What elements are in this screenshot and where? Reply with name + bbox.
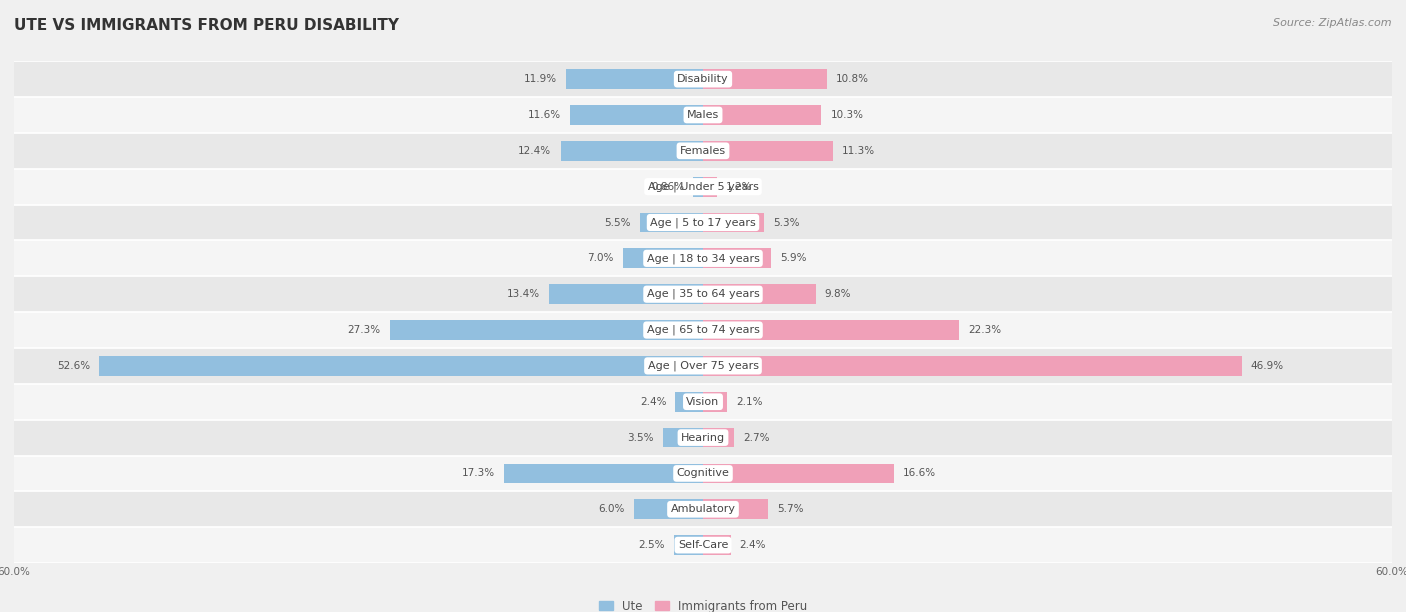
Bar: [703, 285, 815, 304]
Bar: [703, 536, 731, 555]
Bar: [662, 428, 703, 447]
Text: 17.3%: 17.3%: [463, 468, 495, 479]
Text: Cognitive: Cognitive: [676, 468, 730, 479]
Text: 5.3%: 5.3%: [773, 217, 800, 228]
Bar: [693, 177, 703, 196]
Text: Ambulatory: Ambulatory: [671, 504, 735, 514]
Bar: [14, 204, 1392, 241]
Bar: [14, 312, 1392, 348]
Bar: [703, 463, 894, 483]
Text: 2.4%: 2.4%: [740, 540, 766, 550]
Legend: Ute, Immigrants from Peru: Ute, Immigrants from Peru: [593, 595, 813, 612]
Text: 10.8%: 10.8%: [837, 74, 869, 84]
Text: 5.7%: 5.7%: [778, 504, 804, 514]
Bar: [550, 285, 703, 304]
Text: Age | Under 5 years: Age | Under 5 years: [648, 181, 758, 192]
Text: 16.6%: 16.6%: [903, 468, 936, 479]
Text: UTE VS IMMIGRANTS FROM PERU DISABILITY: UTE VS IMMIGRANTS FROM PERU DISABILITY: [14, 18, 399, 34]
Text: 6.0%: 6.0%: [599, 504, 624, 514]
Text: 11.3%: 11.3%: [842, 146, 875, 156]
Text: 27.3%: 27.3%: [347, 325, 381, 335]
Text: 13.4%: 13.4%: [506, 289, 540, 299]
Text: 12.4%: 12.4%: [519, 146, 551, 156]
Bar: [703, 105, 821, 125]
Bar: [505, 463, 703, 483]
Text: 7.0%: 7.0%: [588, 253, 613, 263]
Text: 22.3%: 22.3%: [969, 325, 1001, 335]
Bar: [703, 248, 770, 268]
Bar: [569, 105, 703, 125]
Text: 2.1%: 2.1%: [737, 397, 763, 407]
Bar: [703, 141, 832, 161]
Text: Hearing: Hearing: [681, 433, 725, 442]
Text: Self-Care: Self-Care: [678, 540, 728, 550]
Bar: [675, 392, 703, 412]
Bar: [703, 177, 717, 196]
Text: 0.86%: 0.86%: [651, 182, 683, 192]
Text: 5.5%: 5.5%: [605, 217, 631, 228]
Text: 1.2%: 1.2%: [725, 182, 752, 192]
Bar: [703, 428, 734, 447]
Text: 10.3%: 10.3%: [831, 110, 863, 120]
Text: Males: Males: [688, 110, 718, 120]
Bar: [703, 392, 727, 412]
Text: Females: Females: [681, 146, 725, 156]
Bar: [14, 348, 1392, 384]
Text: Age | Over 75 years: Age | Over 75 years: [648, 360, 758, 371]
Bar: [561, 141, 703, 161]
Bar: [98, 356, 703, 376]
Bar: [675, 536, 703, 555]
Bar: [703, 320, 959, 340]
Text: 2.4%: 2.4%: [640, 397, 666, 407]
Text: Age | 5 to 17 years: Age | 5 to 17 years: [650, 217, 756, 228]
Bar: [14, 169, 1392, 204]
Bar: [14, 241, 1392, 276]
Bar: [14, 491, 1392, 527]
Bar: [634, 499, 703, 519]
Text: 3.5%: 3.5%: [627, 433, 654, 442]
Bar: [640, 212, 703, 233]
Text: 11.9%: 11.9%: [524, 74, 557, 84]
Text: 5.9%: 5.9%: [780, 253, 807, 263]
Text: Age | 35 to 64 years: Age | 35 to 64 years: [647, 289, 759, 299]
Text: Vision: Vision: [686, 397, 720, 407]
Text: 52.6%: 52.6%: [56, 361, 90, 371]
Bar: [389, 320, 703, 340]
Text: Age | 18 to 34 years: Age | 18 to 34 years: [647, 253, 759, 264]
Bar: [703, 499, 769, 519]
Bar: [567, 69, 703, 89]
Text: Age | 65 to 74 years: Age | 65 to 74 years: [647, 325, 759, 335]
Bar: [14, 420, 1392, 455]
Text: 2.5%: 2.5%: [638, 540, 665, 550]
Text: Source: ZipAtlas.com: Source: ZipAtlas.com: [1274, 18, 1392, 28]
Bar: [14, 61, 1392, 97]
Bar: [14, 527, 1392, 563]
Text: Disability: Disability: [678, 74, 728, 84]
Bar: [14, 384, 1392, 420]
Text: 2.7%: 2.7%: [744, 433, 769, 442]
Text: 46.9%: 46.9%: [1251, 361, 1284, 371]
Bar: [14, 455, 1392, 491]
Bar: [14, 97, 1392, 133]
Bar: [703, 212, 763, 233]
Bar: [14, 133, 1392, 169]
Bar: [703, 69, 827, 89]
Bar: [623, 248, 703, 268]
Bar: [703, 356, 1241, 376]
Bar: [14, 276, 1392, 312]
Text: 11.6%: 11.6%: [527, 110, 561, 120]
Text: 9.8%: 9.8%: [825, 289, 851, 299]
